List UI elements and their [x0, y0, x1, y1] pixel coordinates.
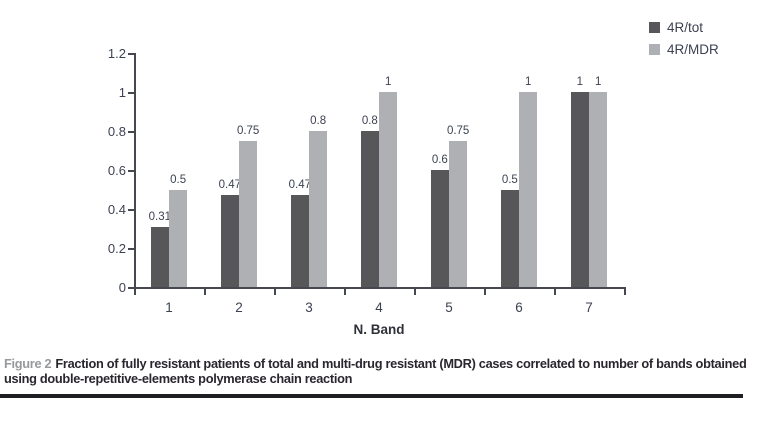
bottom-rule-divider: [0, 394, 743, 398]
bar-4r-mdr-band-2: [239, 140, 258, 287]
x-axis-title: N. Band: [353, 322, 405, 337]
bar-value-label: 1: [576, 76, 584, 88]
x-tick: [344, 289, 346, 295]
y-tick-label: 1: [118, 85, 126, 100]
bar-4r-tot-band-1: [150, 226, 169, 287]
bar-value-label: 0.5: [501, 173, 518, 186]
x-tick: [484, 289, 486, 295]
x-category-label: 7: [585, 300, 593, 315]
bar-value-label: 0.47: [218, 179, 242, 192]
bar-value-label: 1: [384, 76, 392, 88]
x-tick: [204, 289, 206, 295]
bar-value-label: 0.75: [446, 124, 470, 137]
bar-4r-mdr-band-5: [449, 140, 468, 287]
y-tick: [128, 92, 134, 94]
x-category-label: 5: [445, 300, 453, 315]
y-tick: [128, 248, 134, 250]
figure-number-label: Figure 2: [4, 356, 52, 371]
bar-value-label: 1: [524, 76, 532, 88]
x-tick: [414, 289, 416, 295]
bar-4r-tot-band-7: [570, 92, 589, 287]
legend-label-4r-mdr: 4R/MDR: [667, 42, 719, 57]
bar-value-label: 0.6: [431, 154, 448, 166]
bar-4r-tot-band-5: [430, 170, 449, 287]
bar-value-label: 1: [594, 76, 602, 88]
x-tick: [134, 289, 136, 295]
x-category-label: 1: [165, 300, 173, 315]
legend-item-4r-tot: 4R/tot: [649, 21, 719, 34]
bar-4r-mdr-band-1: [169, 189, 188, 287]
y-tick: [128, 287, 134, 289]
figure-caption-text: Fraction of fully resistant patients of …: [4, 356, 747, 386]
y-axis-line: [134, 53, 136, 289]
bar-4r-tot-band-3: [290, 195, 309, 287]
figure-caption: Figure 2 Fraction of fully resistant pati…: [4, 356, 770, 386]
legend-swatch-4r-mdr-icon: [649, 44, 660, 55]
bar-4r-mdr-band-3: [309, 131, 328, 287]
bar-value-label: 0.47: [288, 179, 312, 192]
x-axis-line: [134, 287, 626, 289]
x-category-label: 3: [305, 300, 313, 315]
y-tick-label: 1.2: [107, 46, 126, 61]
bar-value-label: 0.8: [310, 115, 327, 127]
y-tick-label: 0: [118, 280, 126, 295]
y-tick: [128, 131, 134, 133]
bar-4r-tot-band-2: [220, 195, 239, 287]
bar-4r-mdr-band-7: [589, 92, 608, 287]
bar-4r-tot-band-4: [360, 131, 379, 287]
y-tick-label: 0.8: [107, 124, 126, 139]
x-tick: [624, 289, 626, 295]
y-tick-label: 0.6: [107, 163, 126, 178]
legend-item-4r-mdr: 4R/MDR: [649, 43, 719, 56]
x-category-label: 6: [515, 300, 523, 315]
bar-4r-tot-band-6: [500, 189, 519, 287]
bar-value-label: 0.8: [361, 115, 378, 127]
x-category-label: 4: [375, 300, 383, 315]
y-tick: [128, 170, 134, 172]
legend-label-4r-tot: 4R/tot: [667, 20, 704, 35]
bar-value-label: 0.5: [170, 173, 187, 186]
x-tick: [554, 289, 556, 295]
chart-legend: 4R/tot 4R/MDR: [649, 21, 719, 65]
y-tick-label: 0.4: [107, 202, 126, 217]
bar-4r-mdr-band-4: [379, 92, 398, 287]
x-category-label: 2: [235, 300, 243, 315]
bar-value-label: 0.75: [236, 124, 260, 137]
y-tick-label: 0.2: [107, 241, 126, 256]
x-tick: [274, 289, 276, 295]
bar-4r-mdr-band-6: [519, 92, 538, 287]
bar-value-label: 0.31: [148, 210, 172, 223]
y-tick: [128, 209, 134, 211]
legend-swatch-4r-tot-icon: [649, 22, 660, 33]
y-tick: [128, 53, 134, 55]
